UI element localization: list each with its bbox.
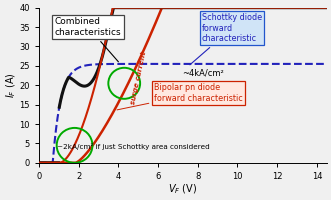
Text: Combined
characteristics: Combined characteristics (55, 17, 121, 62)
Text: Bipolar pn diode
forward characteristic: Bipolar pn diode forward characteristic (117, 83, 243, 110)
Text: ~2kA/cm² if just Schottky area considered: ~2kA/cm² if just Schottky area considere… (57, 143, 210, 150)
Y-axis label: $I_F$ (A): $I_F$ (A) (4, 72, 18, 98)
Text: surge current: surge current (130, 50, 148, 105)
Text: ~4kA/cm²: ~4kA/cm² (182, 69, 223, 78)
Text: Schottky diode
forward
characteristic: Schottky diode forward characteristic (190, 13, 262, 65)
X-axis label: $V_F$ (V): $V_F$ (V) (168, 182, 198, 196)
